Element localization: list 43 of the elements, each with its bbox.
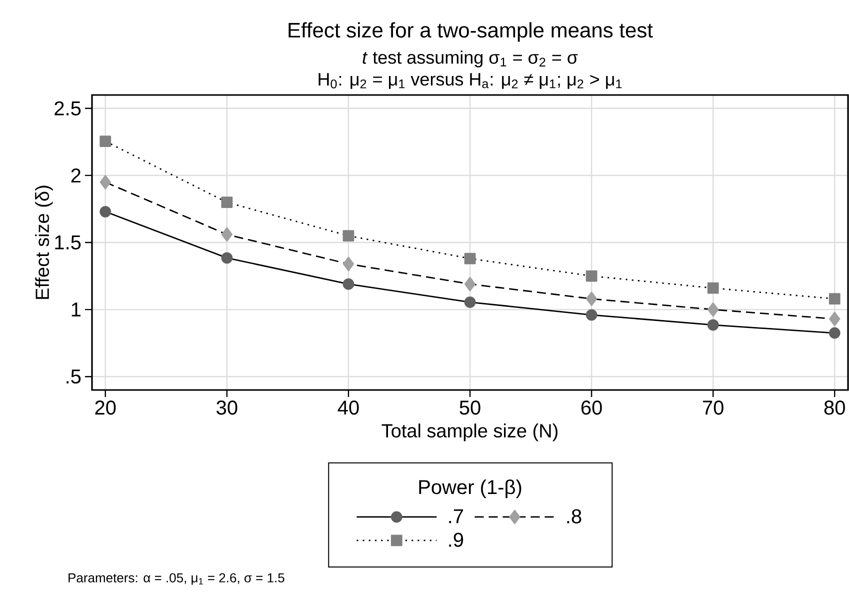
x-axis-title: Total sample size (N)	[382, 424, 558, 442]
x-tick-label: 40	[338, 400, 359, 415]
point	[100, 206, 112, 218]
point	[828, 327, 840, 339]
point	[464, 296, 476, 308]
y-tick-label: 1	[72, 302, 80, 316]
x-tick-label: 20	[95, 400, 116, 415]
x-tick-label: 50	[460, 400, 480, 415]
point	[829, 312, 840, 326]
point	[342, 278, 354, 290]
point	[221, 252, 233, 264]
point	[828, 293, 840, 305]
y-tick-label: 1.5	[55, 236, 81, 250]
point	[586, 309, 598, 321]
point	[100, 136, 112, 147]
legend-label: .9	[449, 532, 464, 547]
y-tick-label: 2.5	[54, 101, 81, 116]
point	[342, 256, 354, 272]
point	[464, 252, 476, 264]
point	[708, 302, 719, 317]
point	[342, 230, 354, 242]
chart-subtitle: t test assuming σ$_{1}$ = σ$_{2}$ = σ	[362, 50, 578, 68]
point	[707, 282, 719, 294]
legend-label: .8	[567, 509, 582, 524]
y-tick-label: 2	[71, 168, 80, 182]
point	[586, 270, 598, 282]
x-tick-label: 80	[824, 400, 845, 415]
point	[707, 319, 719, 331]
x-tick-label: 30	[216, 400, 238, 415]
point	[221, 196, 233, 208]
text: H$_{0}$: μ$_{2}$ = μ$_{1}$ versus H$_{a}$: μ$_{2}$ ≠ μ$_{1}$; μ$_{2}$ > μ$_{1}$	[318, 73, 622, 89]
legend-label: .7	[449, 509, 463, 524]
point	[221, 227, 232, 242]
legend-title: Power (1-β)	[419, 480, 522, 498]
text: Parameters: α = .05, μ$_{1}$ = 2.6, σ = 1.5	[68, 573, 284, 585]
point	[464, 276, 476, 292]
x-tick-label: 60	[581, 400, 602, 415]
x-tick-label: 70	[702, 400, 724, 415]
point	[586, 292, 598, 306]
point	[100, 174, 111, 190]
y-axis-title: Effect size (δ)	[35, 186, 53, 299]
chart-title: Effect size for a two-sample means test	[288, 22, 653, 42]
y-tick-label: .5	[66, 370, 81, 384]
